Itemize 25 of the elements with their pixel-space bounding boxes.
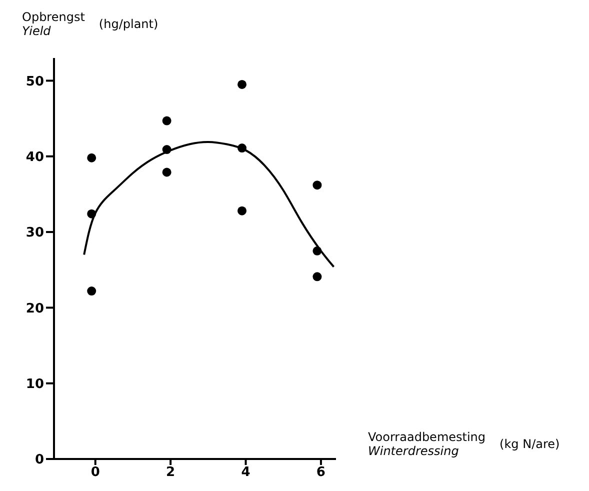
text: Opbrengst Yield (hg/plant) (22, 10, 158, 38)
point (87, 209, 96, 218)
y-tick-label: 30 (26, 226, 44, 241)
x-tick-label: 0 (90, 465, 100, 480)
y-tick-label: 40 (26, 150, 44, 165)
x-tick-label: 4 (241, 465, 250, 480)
point (312, 180, 322, 190)
point (162, 168, 172, 177)
point (87, 286, 96, 296)
y-tick-label: 0 (34, 452, 44, 468)
point (87, 153, 96, 162)
x-tick-label: 2 (166, 465, 176, 480)
y-tick-label: 10 (26, 376, 44, 392)
text: Voorraadbemesting Winterdressing (kg N/are) (368, 430, 560, 458)
point (312, 246, 322, 256)
y-tick-label: 50 (26, 74, 44, 90)
x-tick-label: 6 (316, 465, 326, 480)
point (238, 80, 246, 89)
point (162, 116, 172, 126)
point (162, 145, 172, 154)
point (238, 206, 246, 216)
line-series (83, 140, 335, 268)
y-tick-label: 20 (26, 301, 44, 316)
point (312, 272, 322, 282)
point (238, 144, 246, 153)
